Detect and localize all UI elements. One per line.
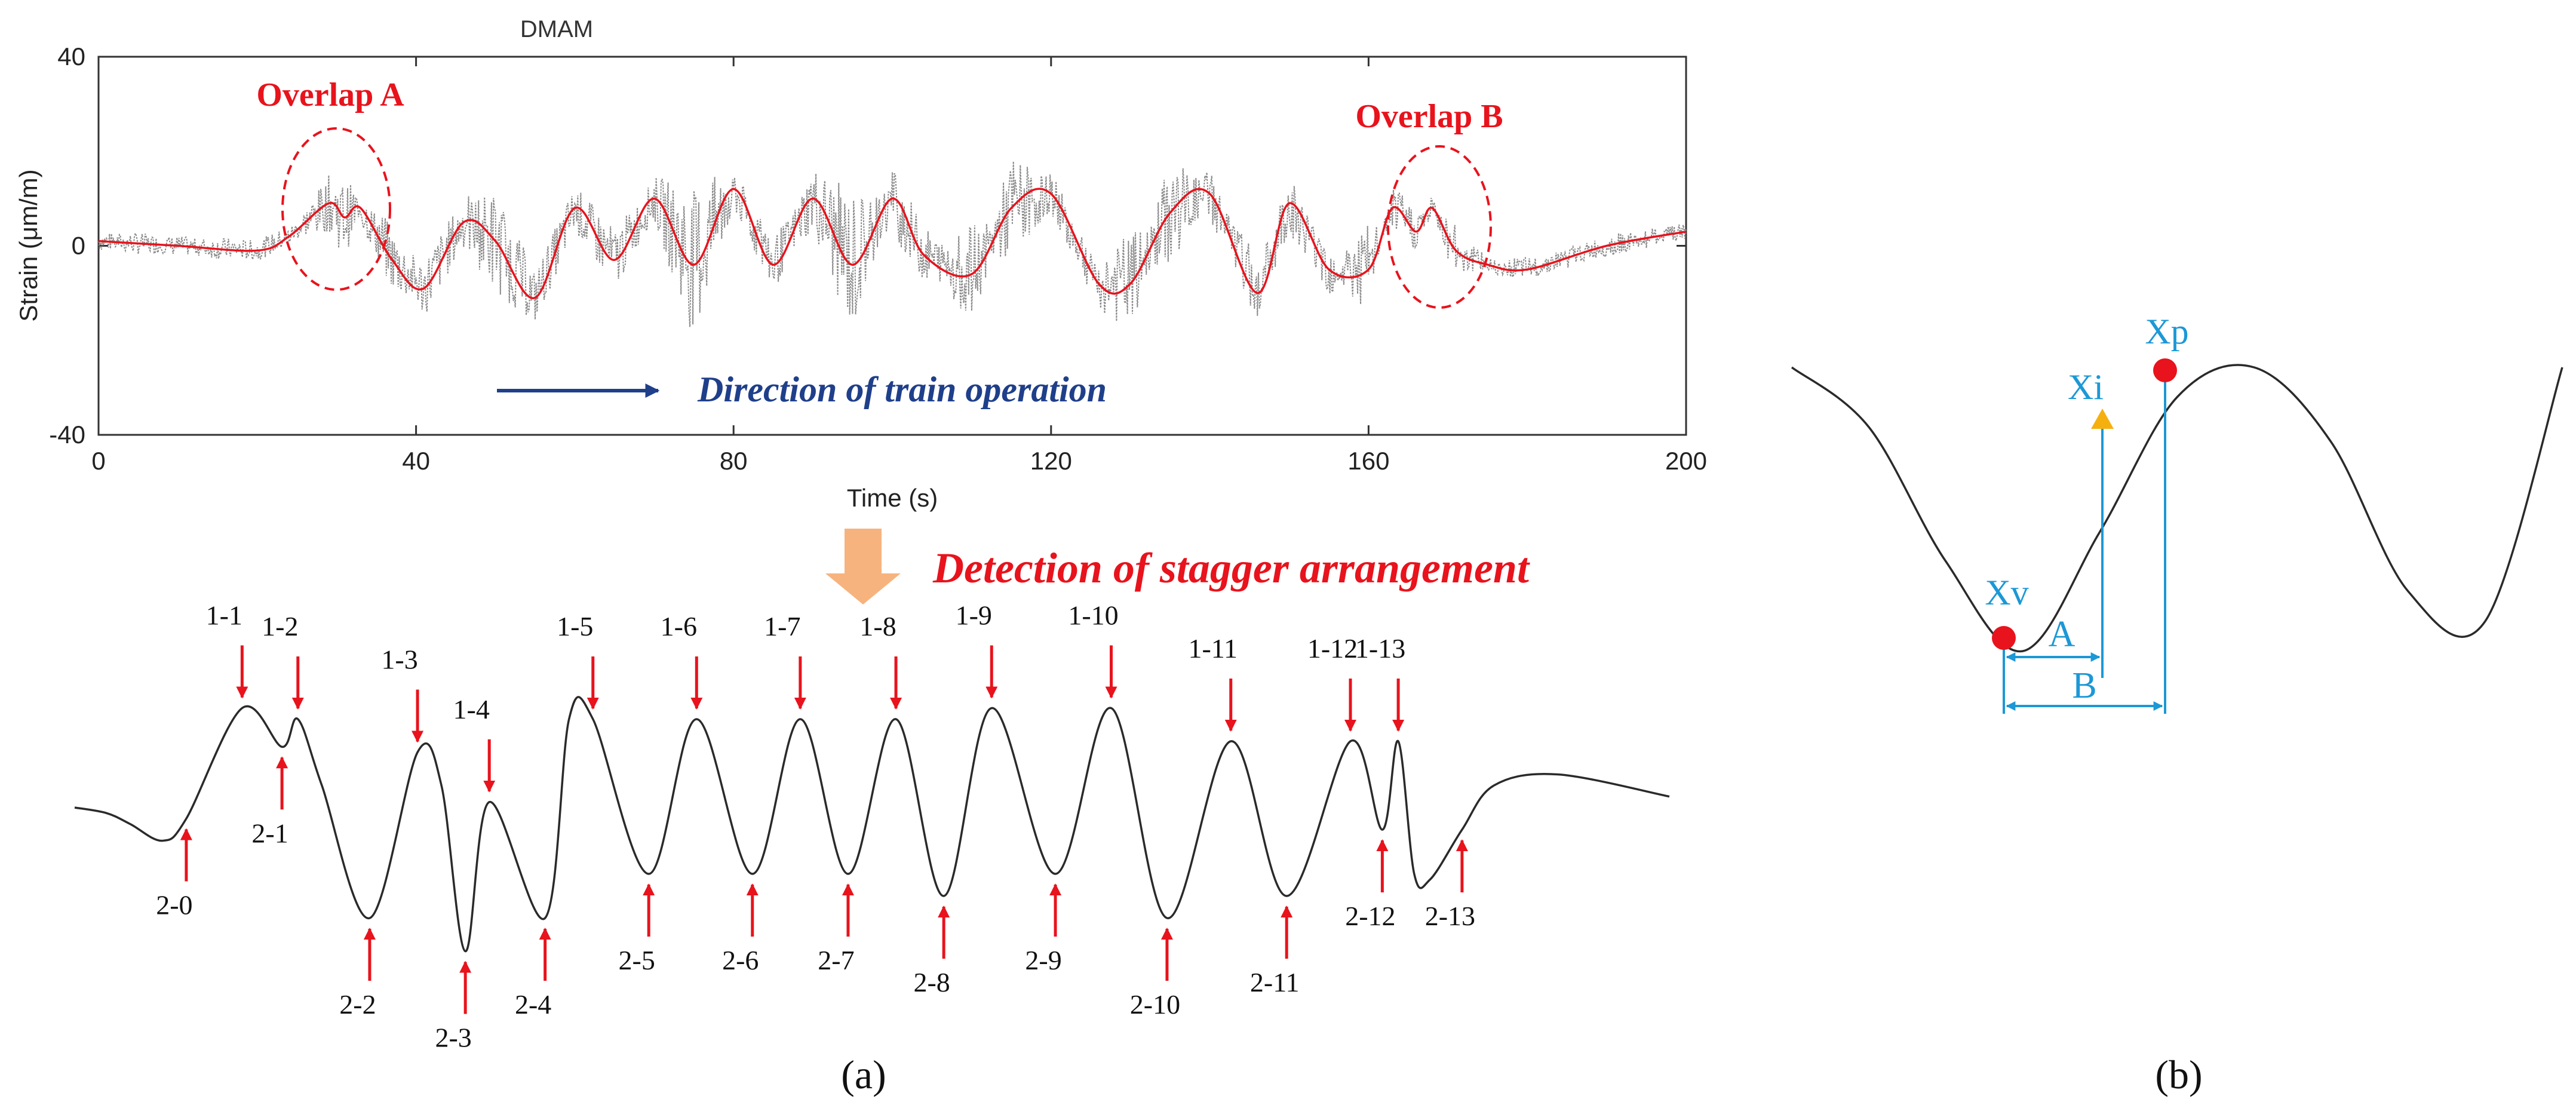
peak-label: 1-7: [764, 611, 800, 642]
peak-label: 1-6: [661, 611, 697, 642]
valley-label: 2-12: [1345, 901, 1395, 931]
peak-label: 1-11: [1188, 633, 1238, 664]
xp-label: Xp: [2145, 312, 2188, 351]
peak-label: 1-13: [1355, 633, 1405, 664]
dimension-b-label: B: [2072, 665, 2096, 706]
peak-label: 1-2: [262, 611, 298, 642]
y-tick-label: 0: [72, 232, 85, 260]
stagger-parameter-diagram: A B Xv Xi Xp: [1791, 312, 2563, 714]
stagger-detection-waveform: 1-1 1-2 1-3 1-4 1-5 1-6 1-7 1-8 1-9 1-10 1-11 1-121…: [74, 600, 1670, 1053]
valley-label: 2-1: [251, 818, 288, 848]
y-tick-labels: -40 0 40: [49, 42, 85, 449]
peak-label: 1-4: [453, 694, 490, 725]
overlap-a-label: Overlap A: [256, 76, 404, 113]
plot-frame: [97, 56, 1687, 436]
overlap-b-label: Overlap B: [1355, 98, 1503, 135]
peak-label: 1-10: [1068, 600, 1118, 631]
smoothed-strain-line: [98, 188, 1687, 299]
xv-valley-marker: [1992, 626, 2016, 650]
valley-label: 2-9: [1025, 945, 1061, 975]
valley-label: 2-3: [435, 1023, 471, 1053]
valley-label: 2-11: [1250, 967, 1300, 998]
xp-peak-marker: [2153, 358, 2177, 382]
y-axis-label: Strain (μm/m): [14, 169, 42, 321]
x-tick-labels: 0 40 80 120 160 200: [91, 447, 1707, 475]
peak-label: 1-12: [1307, 633, 1358, 664]
panel-b-label: (b): [2155, 1052, 2202, 1097]
valley-label: 2-8: [913, 967, 950, 998]
detection-caption: Detection of stagger arrangement: [932, 544, 1530, 592]
series-group: [98, 161, 1687, 327]
x-axis-label: Time (s): [847, 484, 938, 512]
tick-marks: [97, 56, 1687, 436]
valley-label: 2-6: [722, 945, 759, 975]
valley-label: 2-4: [515, 989, 551, 1020]
waveform-line: [74, 696, 1670, 953]
peak-label: 1-8: [859, 611, 896, 642]
valley-label: 2-5: [619, 945, 655, 975]
direction-label: Direction of train operation: [697, 370, 1107, 409]
panel-a-label: (a): [841, 1052, 886, 1097]
stagger-waveform-line: [1791, 364, 2563, 653]
xi-triangle-marker: [2091, 409, 2114, 429]
valley-label: 2-2: [339, 989, 376, 1020]
dimension-a-label: A: [2049, 614, 2075, 655]
peak-label: 1-5: [557, 611, 593, 642]
valley-label: 2-10: [1130, 989, 1180, 1020]
waveform-group: [74, 696, 1670, 953]
peak-label: 1-9: [956, 600, 992, 631]
x-tick-label: 200: [1665, 447, 1707, 475]
x-tick-label: 160: [1347, 447, 1389, 475]
raw-strain-line: [98, 161, 1687, 327]
valley-label: 2-13: [1425, 901, 1475, 931]
overlap-b-ellipse: [1387, 145, 1492, 309]
waveform-group: [1791, 364, 2563, 653]
peak-markers: 1-1 1-2 1-3 1-4 1-5 1-6 1-7 1-8 1-9 1-10 1-11 1-121…: [206, 600, 1405, 793]
xi-label: Xi: [2068, 367, 2104, 407]
chart-title: DMAM: [520, 16, 593, 42]
down-arrow-icon: [825, 529, 901, 604]
valley-markers: 2-0 2-1 2-2 2-3 2-4 2-5 2-6 2-7 2-8 2-9 2-10 2-11 2-…: [156, 756, 1475, 1053]
valley-label: 2-0: [156, 890, 192, 920]
xv-label: Xv: [1985, 573, 2028, 612]
y-tick-label: 40: [57, 42, 85, 70]
transition-arrow-group: Detection of stagger arrangement: [825, 529, 1530, 604]
x-tick-label: 0: [91, 447, 105, 475]
overlap-a-ellipse: [281, 127, 391, 291]
peak-label: 1-3: [381, 644, 417, 675]
valley-label: 2-7: [818, 945, 854, 975]
y-tick-label: -40: [49, 421, 85, 449]
peak-label: 1-1: [206, 600, 242, 631]
x-tick-label: 40: [402, 447, 430, 475]
x-tick-label: 80: [720, 447, 748, 475]
x-tick-label: 120: [1030, 447, 1072, 475]
